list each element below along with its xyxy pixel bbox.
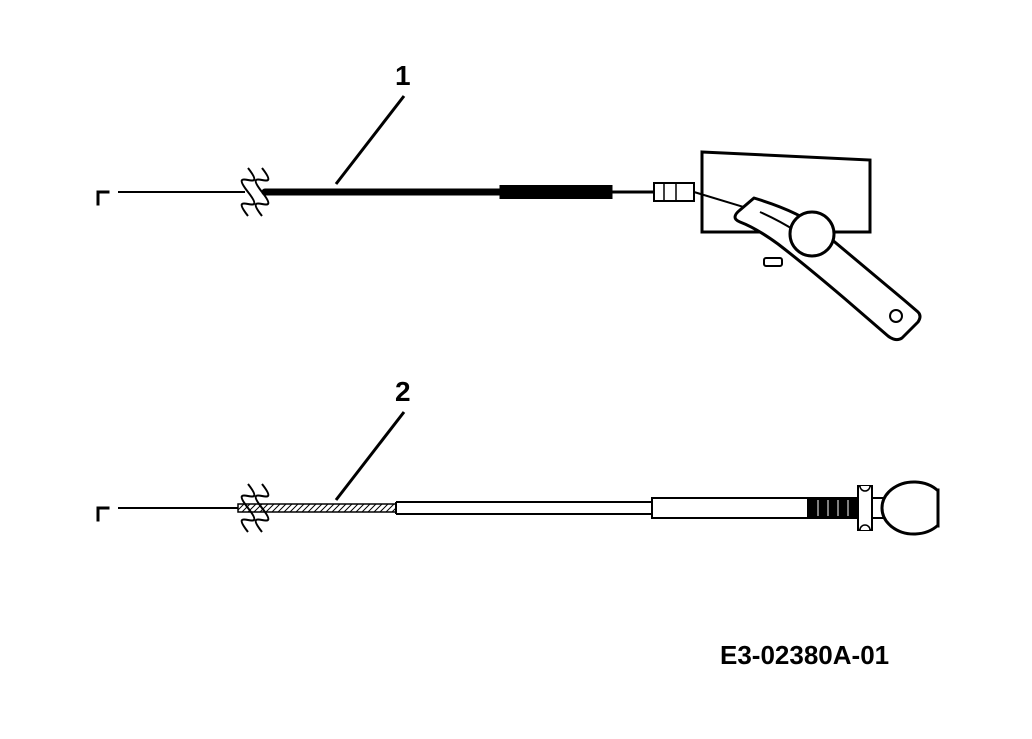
callout-label-1: 1	[395, 60, 411, 92]
diagram-canvas: 1 2 E3-02380A-01	[0, 0, 1032, 739]
callout-label-2: 2	[395, 376, 411, 408]
drawing-number: E3-02380A-01	[720, 640, 889, 671]
diagram-svg	[0, 0, 1032, 739]
